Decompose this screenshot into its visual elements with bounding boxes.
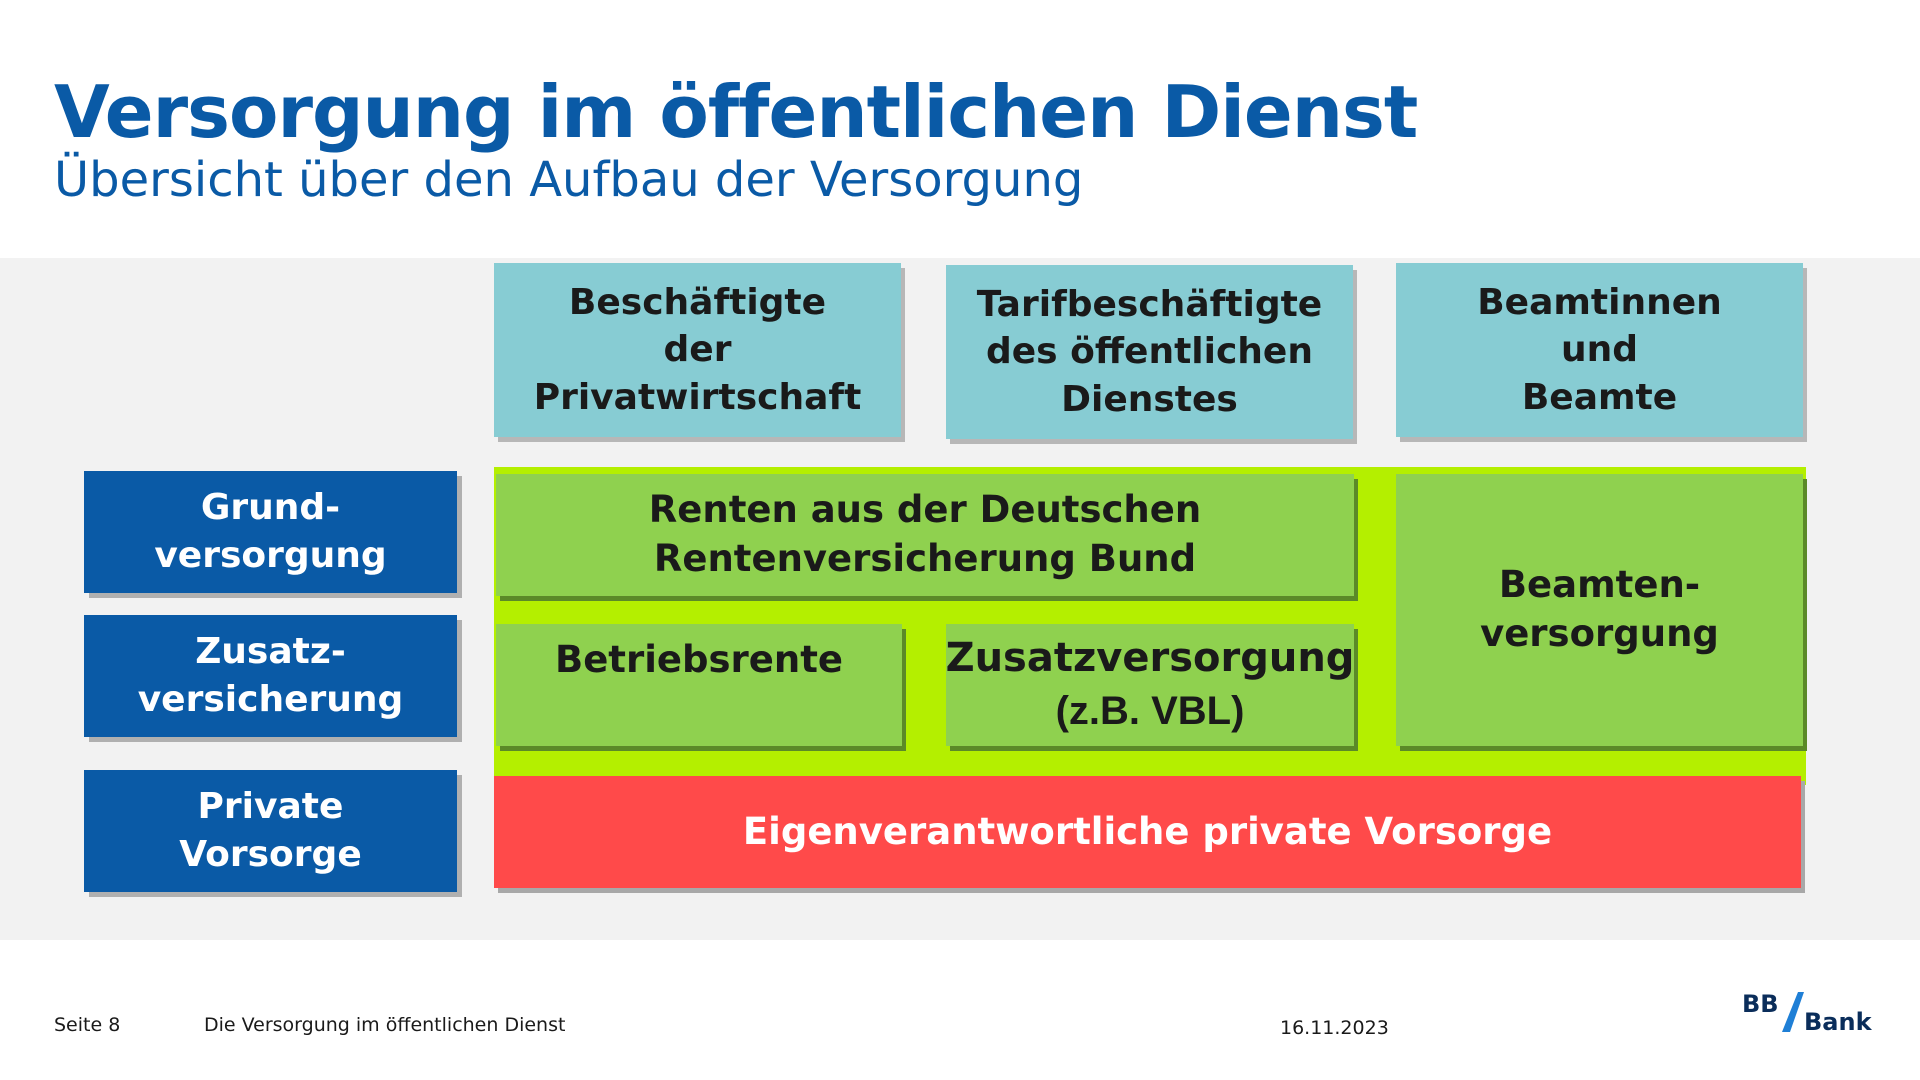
page-title: Versorgung im öffentlichen Dienst	[54, 70, 1418, 154]
cell-renten-drv: Renten aus der Deutschen Rentenversicher…	[496, 474, 1354, 596]
logo-letters: BB	[1742, 990, 1779, 1018]
cell-beamtenversorgung: Beamten- versorgung	[1396, 474, 1803, 746]
cell-betriebsrente: Betriebsrente	[496, 624, 902, 746]
row-label-zusatzversicherung: Zusatz- versicherung	[84, 615, 457, 737]
page-subtitle: Übersicht über den Aufbau der Versorgung	[54, 152, 1084, 208]
group-privatwirtschaft: Beschäftigte der Privatwirtschaft	[494, 263, 901, 437]
row-label-zusatzversicherung-text: Zusatz- versicherung	[137, 631, 404, 720]
cell-zusatzversorgung-text: Zusatzversorgung	[945, 635, 1355, 682]
footer-date: 16.11.2023	[1280, 1017, 1389, 1039]
row-label-grundversorgung-text: Grund- versorgung	[154, 487, 387, 576]
cell-beamtenversorgung-text: Beamten- versorgung	[1480, 563, 1719, 655]
cell-renten-drv-text: Renten aus der Deutschen Rentenversicher…	[648, 488, 1202, 580]
row-label-private-vorsorge-text: Private Vorsorge	[179, 786, 362, 875]
footer-page-number: Seite 8	[54, 1014, 121, 1036]
logo-swoosh-icon	[1782, 992, 1804, 1032]
group-tarifbeschaeftigte: Tarifbeschäftigte des öffentlichen Diens…	[946, 265, 1353, 439]
group-beamte-label: Beamtinnen und Beamte	[1477, 281, 1722, 418]
cell-zusatzversorgung: Zusatzversorgung (z.B. VBL)	[946, 624, 1354, 746]
row-label-grundversorgung: Grund- versorgung	[84, 471, 457, 593]
bb-bank-logo: BB Bank	[1738, 990, 1878, 1040]
group-privatwirtschaft-label: Beschäftigte der Privatwirtschaft	[533, 281, 862, 418]
row-label-private-vorsorge: Private Vorsorge	[84, 770, 457, 892]
cell-betriebsrente-text: Betriebsrente	[555, 638, 843, 681]
cell-private-vorsorge-text: Eigenverantwortliche private Vorsorge	[742, 809, 1553, 853]
group-beamte: Beamtinnen und Beamte	[1396, 263, 1803, 437]
cell-private-vorsorge: Eigenverantwortliche private Vorsorge	[494, 776, 1801, 888]
logo-word: Bank	[1804, 1008, 1872, 1036]
footer-document-title: Die Versorgung im öffentlichen Dienst	[204, 1014, 566, 1036]
group-tarifbeschaeftigte-label: Tarifbeschäftigte des öffentlichen Diens…	[976, 283, 1323, 420]
cell-zusatzversorgung-note: (z.B. VBL)	[1055, 689, 1245, 733]
